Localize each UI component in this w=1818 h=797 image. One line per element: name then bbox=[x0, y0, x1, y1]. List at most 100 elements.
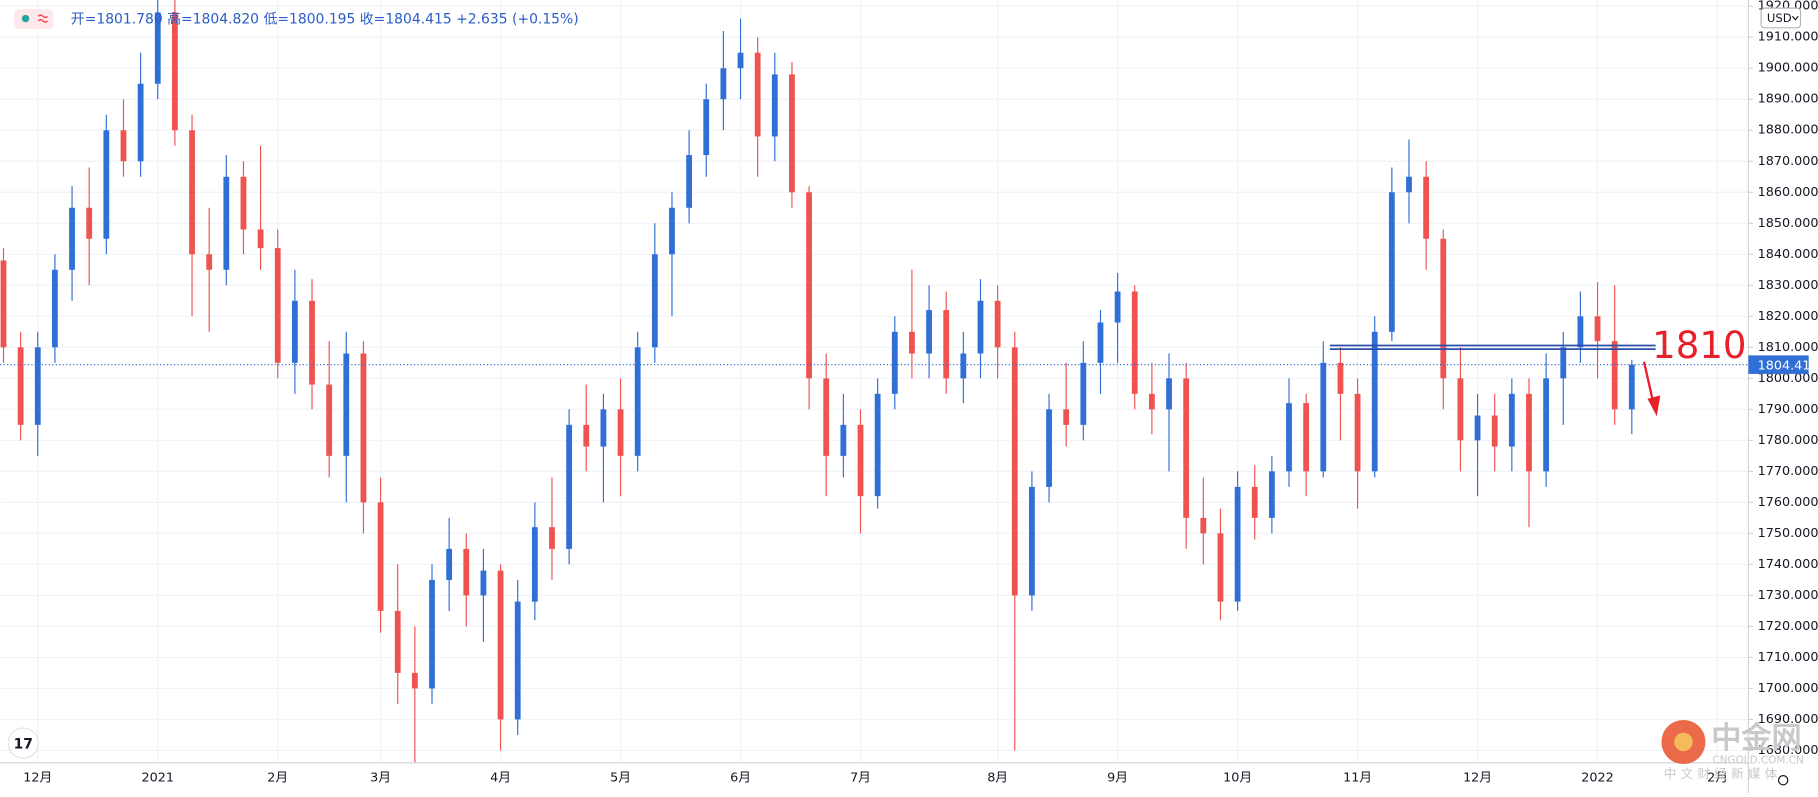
candle-body bbox=[1526, 393, 1532, 472]
watermark-name: 中金网 bbox=[1711, 720, 1801, 756]
y-tick-label: 1800.000 bbox=[1758, 371, 1818, 386]
candle-body bbox=[994, 300, 1001, 348]
candle-body bbox=[789, 74, 795, 193]
y-tick-label: 1890.000 bbox=[1758, 92, 1818, 107]
candle-body bbox=[34, 347, 41, 425]
candle-body bbox=[1303, 403, 1310, 472]
candle-body bbox=[1371, 331, 1378, 472]
candle-body bbox=[154, 12, 161, 84]
x-tick-label: 11月 bbox=[1343, 770, 1372, 785]
candle-body bbox=[806, 192, 812, 379]
candle-body bbox=[223, 176, 230, 270]
x-tick-label: 7月 bbox=[850, 770, 871, 785]
x-tick-label: 2021 bbox=[142, 770, 174, 785]
y-tick-label: 1710.000 bbox=[1758, 650, 1818, 665]
currency-caret[interactable] bbox=[1791, 15, 1799, 21]
candle-body bbox=[909, 331, 915, 354]
settings-icon[interactable] bbox=[1777, 775, 1789, 786]
candle-body bbox=[1628, 364, 1635, 410]
candle-body bbox=[840, 424, 847, 456]
candle-body bbox=[1251, 486, 1258, 518]
y-tick-label: 1750.000 bbox=[1758, 526, 1818, 541]
candle-body bbox=[651, 254, 658, 348]
y-tick-label: 1790.000 bbox=[1758, 402, 1818, 417]
candle-body bbox=[103, 130, 110, 239]
y-tick-label: 1900.000 bbox=[1758, 61, 1818, 76]
y-tick-label: 1770.000 bbox=[1758, 464, 1818, 479]
candle-body bbox=[754, 52, 761, 137]
candle-body bbox=[206, 254, 213, 270]
candle-body bbox=[960, 353, 967, 379]
candle-body bbox=[1131, 291, 1138, 394]
candle-body bbox=[309, 300, 315, 385]
ohlc-header: 开=1801.780 高=1804.820 低=1800.195 收=1804.… bbox=[71, 11, 579, 28]
candle-body bbox=[1217, 533, 1224, 602]
candle-body bbox=[343, 353, 350, 456]
status-badge bbox=[13, 9, 54, 29]
tv-logo[interactable]: 17 bbox=[14, 736, 33, 752]
x-tick-label: 2022 bbox=[1581, 770, 1613, 785]
y-tick-label: 1680.000 bbox=[1758, 743, 1818, 758]
y-tick-label: 1850.000 bbox=[1758, 216, 1818, 231]
candle-body bbox=[583, 424, 590, 447]
candle-body bbox=[891, 331, 898, 394]
tv-logo-bg[interactable] bbox=[7, 727, 39, 759]
plot-area bbox=[0, 0, 1749, 763]
candle-body bbox=[1508, 393, 1515, 447]
watermark-logo-inner bbox=[1674, 732, 1693, 752]
currency-label[interactable]: USD bbox=[1767, 11, 1792, 25]
candle-body bbox=[720, 68, 727, 100]
candle-body bbox=[617, 409, 624, 456]
candle-body bbox=[257, 229, 264, 249]
candle-body bbox=[189, 130, 195, 255]
candle-body bbox=[857, 424, 864, 497]
x-tick-label: 2月 bbox=[1707, 770, 1728, 785]
candle-body bbox=[1114, 291, 1121, 323]
candle-body bbox=[1011, 347, 1018, 596]
x-tick-label: 10月 bbox=[1223, 770, 1252, 785]
candle-body bbox=[480, 570, 487, 596]
candle-body bbox=[1148, 393, 1155, 410]
currency-select[interactable] bbox=[1760, 7, 1802, 29]
candle-body bbox=[1320, 362, 1327, 472]
candle-body bbox=[0, 260, 7, 348]
x-tick-label: 9月 bbox=[1107, 770, 1128, 785]
candle-body bbox=[1440, 238, 1447, 379]
candle-body bbox=[1388, 192, 1395, 332]
candle-body bbox=[120, 130, 127, 162]
y-tick-label: 1910.000 bbox=[1758, 30, 1818, 45]
candle-body bbox=[1268, 471, 1275, 518]
candle-body bbox=[669, 207, 675, 255]
candle-body bbox=[823, 378, 830, 456]
arrow-head bbox=[1647, 395, 1661, 417]
candle-body bbox=[1337, 362, 1344, 394]
candle-body bbox=[874, 393, 881, 497]
candle-body bbox=[703, 99, 710, 156]
y-tick-label: 1690.000 bbox=[1758, 712, 1818, 727]
candle-body bbox=[926, 310, 932, 354]
candle-body bbox=[737, 52, 744, 69]
candle-body bbox=[1474, 415, 1481, 441]
candle-body bbox=[771, 74, 778, 137]
last-price-label: 1804.415 bbox=[1758, 358, 1818, 373]
status-dot bbox=[21, 14, 30, 23]
x-tick-label: 8月 bbox=[987, 770, 1008, 785]
x-tick-label: 3月 bbox=[370, 770, 391, 785]
candle-body bbox=[291, 300, 298, 363]
candle-body bbox=[1543, 378, 1550, 472]
y-tick-label: 1780.000 bbox=[1758, 433, 1818, 448]
x-tick-label: 6月 bbox=[730, 770, 751, 785]
y-tick-label: 1760.000 bbox=[1758, 495, 1818, 510]
candle-body bbox=[943, 310, 950, 379]
candle-body bbox=[1029, 486, 1035, 596]
candle-body bbox=[429, 579, 435, 689]
candle-body bbox=[1234, 486, 1241, 602]
candle-body bbox=[1491, 415, 1498, 447]
last-price-tag bbox=[1748, 355, 1809, 374]
candle-body bbox=[1286, 403, 1292, 472]
candle-body bbox=[1097, 322, 1104, 363]
candle-body bbox=[497, 570, 504, 720]
x-tick-label: 5月 bbox=[610, 770, 631, 785]
